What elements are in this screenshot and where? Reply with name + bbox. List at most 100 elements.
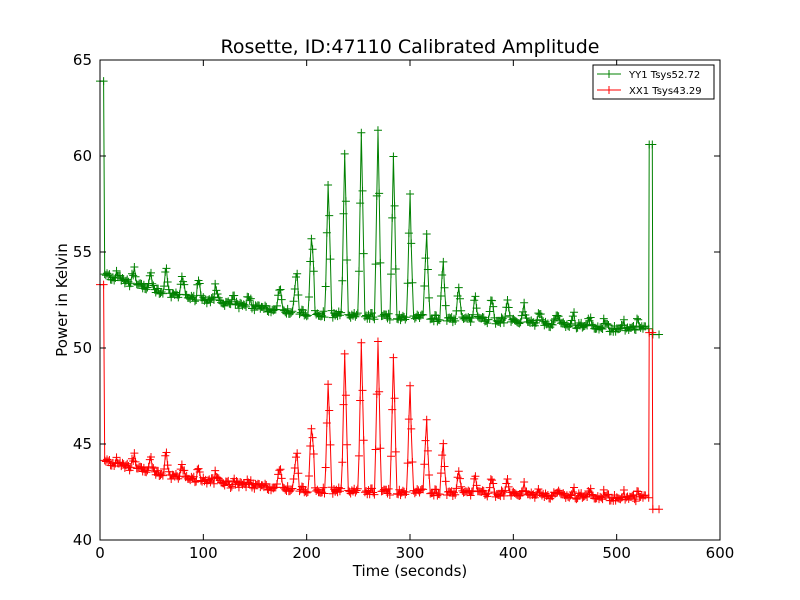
marker-0-56 <box>164 285 173 294</box>
marker-1-51 <box>158 471 167 480</box>
marker-1-203 <box>339 400 348 409</box>
marker-0-458 <box>644 324 653 333</box>
marker-0-187 <box>320 313 329 322</box>
marker-0-37 <box>142 285 151 294</box>
marker-0-394 <box>566 319 575 328</box>
marker-1-53 <box>161 451 170 460</box>
marker-1-147 <box>272 479 281 488</box>
marker-1-52 <box>160 464 169 473</box>
marker-1-156 <box>283 482 292 491</box>
marker-0-227 <box>368 308 377 317</box>
marker-0-326 <box>485 307 494 316</box>
marker-1-327 <box>486 475 495 484</box>
marker-1-426 <box>604 490 613 499</box>
marker-1-397 <box>570 483 579 492</box>
marker-0-216 <box>354 267 363 276</box>
marker-1-420 <box>597 493 606 502</box>
marker-1-148 <box>274 470 283 479</box>
marker-0-450 <box>633 314 642 323</box>
marker-0-53 <box>161 268 170 277</box>
marker-1-244 <box>388 405 397 414</box>
marker-1-174 <box>305 472 314 481</box>
legend-frame <box>592 64 715 100</box>
marker-0-148 <box>274 291 283 300</box>
marker-1-189 <box>322 418 331 427</box>
legend-label-0: YY1 Tsys52.72 <box>628 70 700 81</box>
marker-0-313 <box>470 296 479 305</box>
marker-1-65 <box>175 472 184 481</box>
marker-0-396 <box>568 312 577 321</box>
marker-1-188 <box>321 463 330 472</box>
marker-0-161 <box>289 297 298 306</box>
marker-0-449 <box>631 326 640 335</box>
marker-0-420 <box>597 324 606 333</box>
marker-0-315 <box>472 304 481 313</box>
marker-0-125 <box>246 294 255 303</box>
marker-1-326 <box>485 483 494 492</box>
marker-0-150 <box>276 285 285 294</box>
marker-1-289 <box>441 477 450 486</box>
marker-0-258 <box>404 229 413 238</box>
marker-1-150 <box>276 465 285 474</box>
marker-1-106 <box>224 476 233 485</box>
marker-1-256 <box>402 488 411 497</box>
marker-1-260 <box>407 424 416 433</box>
marker-1-191 <box>325 406 334 415</box>
marker-0-12 <box>112 266 121 275</box>
marker-1-149 <box>275 466 284 475</box>
marker-1-296 <box>450 488 459 497</box>
marker-0-78 <box>190 297 199 306</box>
marker-0-173 <box>303 311 312 320</box>
marker-1-164 <box>293 449 302 458</box>
marker-0-174 <box>305 292 314 301</box>
marker-0-388 <box>559 318 568 327</box>
marker-0-324 <box>483 319 492 328</box>
marker-0-312 <box>469 310 478 319</box>
marker-0-147 <box>272 301 281 310</box>
marker-1-173 <box>303 488 312 497</box>
marker-0-256 <box>402 313 411 322</box>
marker-0-69 <box>180 280 189 289</box>
marker-0-241 <box>384 309 393 318</box>
marker-1-137 <box>261 479 270 488</box>
marker-0-366 <box>533 316 542 325</box>
series-markers-1 <box>96 280 664 514</box>
x-tick-label-3: 300 <box>396 544 425 562</box>
marker-1-50 <box>157 470 166 479</box>
series-0 <box>96 77 664 339</box>
marker-1-69 <box>180 466 189 475</box>
marker-1-184 <box>316 488 325 497</box>
marker-1-462 <box>655 505 664 514</box>
x-tick-label-6: 600 <box>706 544 735 562</box>
marker-0-201 <box>337 308 346 317</box>
marker-0-302 <box>457 306 466 315</box>
marker-0-300 <box>454 283 463 292</box>
marker-1-233 <box>375 387 384 396</box>
marker-1-215 <box>353 484 362 493</box>
marker-0-77 <box>189 291 198 300</box>
marker-0-94 <box>209 295 218 304</box>
marker-0-328 <box>488 296 497 305</box>
marker-0-260 <box>407 239 416 248</box>
marker-1-300 <box>454 467 463 476</box>
marker-0-355 <box>520 298 529 307</box>
marker-0-352 <box>516 318 525 327</box>
marker-1-216 <box>354 451 363 460</box>
marker-0-296 <box>450 314 459 323</box>
marker-0-339 <box>501 313 510 322</box>
marker-1-288 <box>440 462 449 471</box>
marker-0-204 <box>340 149 349 158</box>
marker-0-214 <box>352 310 361 319</box>
marker-1-190 <box>324 380 333 389</box>
marker-1-27 <box>130 449 139 458</box>
marker-1-91 <box>206 478 215 487</box>
marker-0-163 <box>291 272 300 281</box>
marker-0-113 <box>232 297 241 306</box>
marker-1-449 <box>631 497 640 506</box>
marker-1-176 <box>307 424 316 433</box>
marker-1-338 <box>499 491 508 500</box>
marker-1-261 <box>408 457 417 466</box>
marker-1-218 <box>357 338 366 347</box>
marker-0-220 <box>359 249 368 258</box>
